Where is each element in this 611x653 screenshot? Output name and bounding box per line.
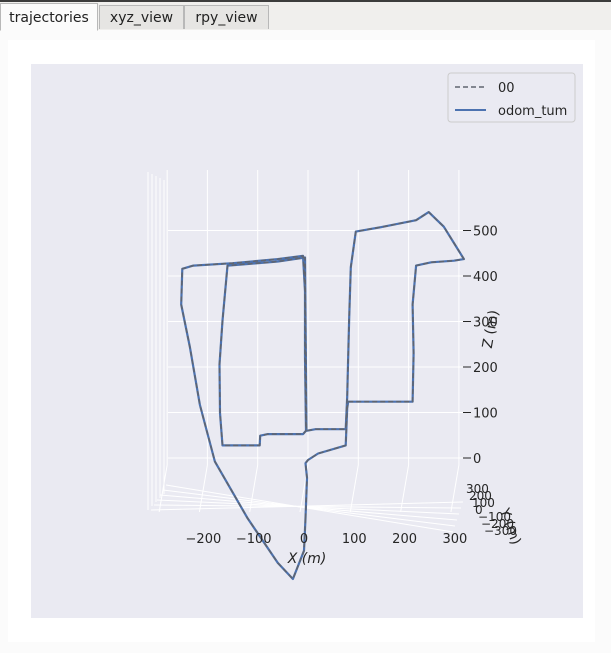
figure-canvas: 500 400 300 200 100 0 −200 −100 0 100 200 300 300 2… xyxy=(8,40,595,642)
tab-panel: 500 400 300 200 100 0 −200 −100 0 100 200 300 300 2… xyxy=(0,30,611,653)
grid-line-floor xyxy=(400,464,410,513)
tab-bar: trajectories xyz_view rpy_view xyxy=(0,3,611,31)
grid-line-floor xyxy=(249,464,259,513)
grid-line-floor xyxy=(165,484,454,533)
x-tick-label: 0 xyxy=(300,532,308,547)
z-tick-label: 500 xyxy=(473,225,498,240)
z-tick-label: 0 xyxy=(473,452,481,467)
z-tick-label: 400 xyxy=(473,270,498,285)
series-00-line xyxy=(180,211,465,580)
window-top-border xyxy=(0,0,611,2)
z-tick-label: 300 xyxy=(473,316,498,331)
y-tick-label: 200 xyxy=(469,489,492,503)
y-tick-label: −200 xyxy=(481,517,514,531)
y-tick-label: −100 xyxy=(478,510,511,524)
grid-line-floor xyxy=(349,464,359,513)
y-tick-label: 0 xyxy=(475,503,483,517)
z-axis-label: Z (m) xyxy=(480,309,502,350)
legend-00-label: 00 xyxy=(498,81,515,96)
x-tick-label: −100 xyxy=(236,532,272,547)
plot-background xyxy=(31,64,583,618)
tab-rpy-view[interactable]: rpy_view xyxy=(184,5,269,29)
x-tick-label: 100 xyxy=(342,532,367,547)
legend-odom-tum-label: odom_tum xyxy=(498,104,567,119)
grid-line-floor xyxy=(158,464,168,513)
y-tick-label: −300 xyxy=(484,524,517,538)
z-tick-label: 200 xyxy=(473,361,498,376)
z-axis: 500 400 300 200 100 0 xyxy=(463,225,498,467)
x-tick-label: 200 xyxy=(392,532,417,547)
tab-trajectories[interactable]: trajectories xyxy=(0,3,98,31)
tab-xyz-view[interactable]: xyz_view xyxy=(99,5,184,29)
y-tick-label: 100 xyxy=(472,496,495,510)
x-axis-label: X (m) xyxy=(287,551,327,567)
grid-line-floor xyxy=(198,464,208,513)
x-axis: −200 −100 0 100 200 300 xyxy=(186,532,468,547)
grid-line-floor xyxy=(450,464,460,513)
z-tick-label: 100 xyxy=(473,407,498,422)
legend: 00 odom_tum xyxy=(447,72,576,123)
y-tick-label: 300 xyxy=(466,482,489,496)
x-tick-label: −200 xyxy=(186,532,222,547)
x-tick-label: 300 xyxy=(442,532,467,547)
